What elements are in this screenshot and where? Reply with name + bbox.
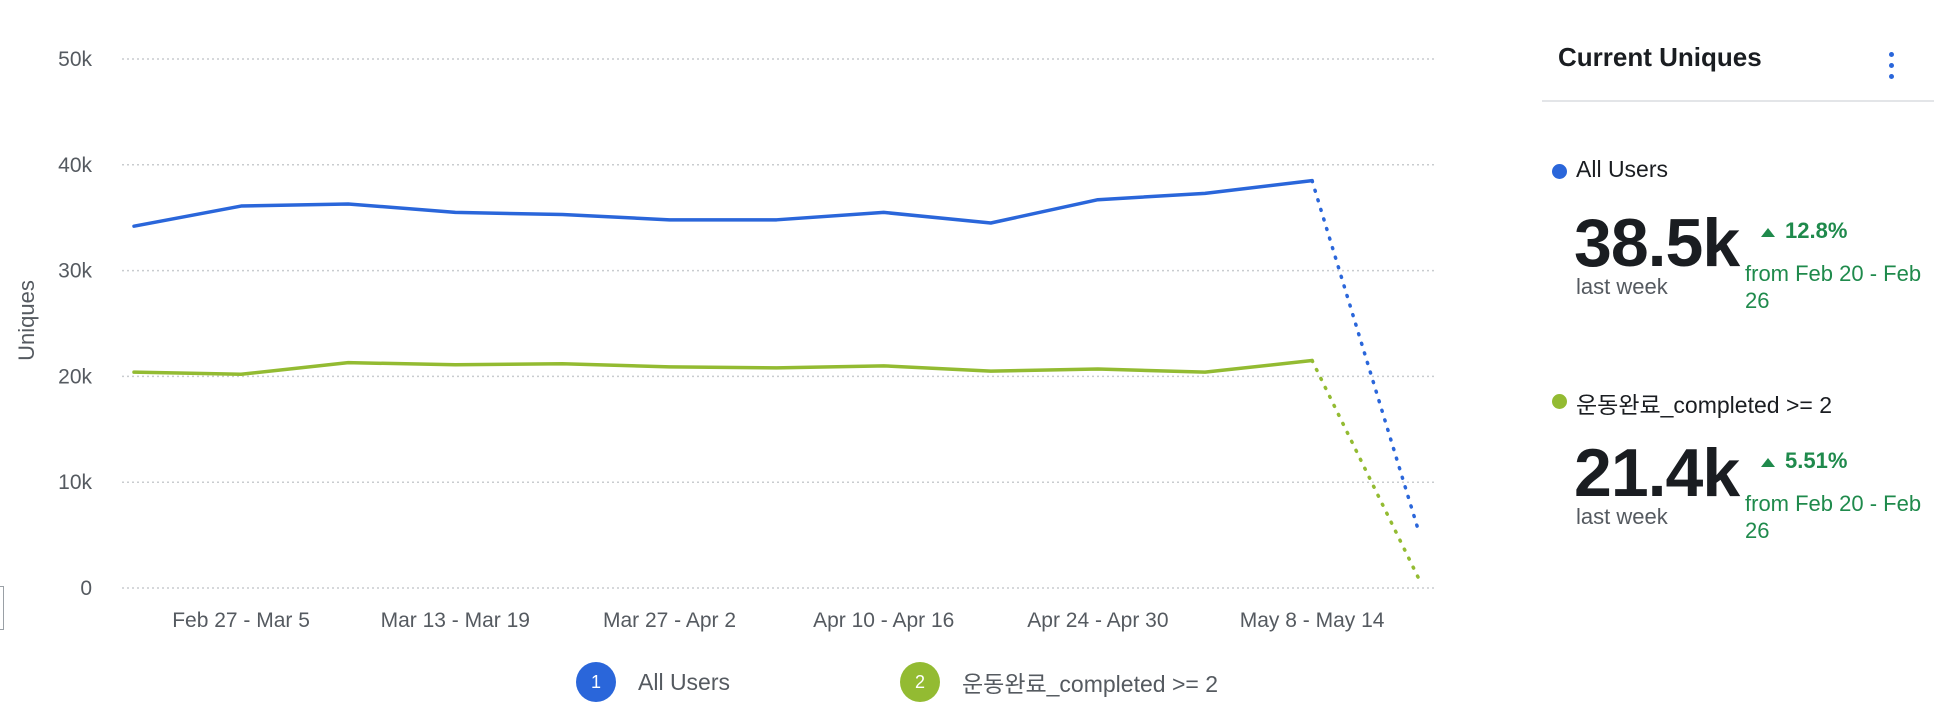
series-line-1 <box>132 178 1314 228</box>
metric-value: 38.5k <box>1574 205 1740 281</box>
x-tick-label: Apr 10 - Apr 16 <box>813 609 954 632</box>
legend-index-badge: 1 <box>576 662 616 702</box>
more-options-icon[interactable] <box>1876 46 1906 86</box>
series-line-2 <box>132 358 1314 377</box>
y-tick-label: 40k <box>58 154 92 177</box>
delta-percent: 5.51% <box>1785 448 1848 473</box>
y-tick-label: 10k <box>58 471 92 494</box>
x-tick-label: Mar 13 - Mar 19 <box>381 609 530 632</box>
x-tick-label: Feb 27 - Mar 5 <box>172 609 310 632</box>
chart-svg: 50k 40k 30k 20k 10k 0 Uniques Feb 27 - Mar 5 Mar… <box>14 48 1434 632</box>
x-tick-label: May 8 - May 14 <box>1240 609 1385 632</box>
metric-completed: 운동완료_completed >= 2 21.4k last week 5.51… <box>1542 382 1934 562</box>
metric-period: last week <box>1576 504 1668 529</box>
metric-all-users: All Users 38.5k last week 12.8% from Feb… <box>1542 152 1934 332</box>
delta-percent: 12.8% <box>1785 218 1848 243</box>
legend-label: All Users <box>638 668 731 695</box>
metric-name: 운동완료_completed >= 2 <box>1576 392 1832 418</box>
panel-header: Current Uniques <box>1542 38 1934 102</box>
x-tick-label: Apr 24 - Apr 30 <box>1027 609 1168 632</box>
up-arrow-icon <box>1761 458 1775 467</box>
chart-legend: 1 All Users 2 운동완료_completed >= 2 <box>0 662 1480 702</box>
x-tick-label: Mar 27 - Apr 2 <box>603 609 736 632</box>
y-axis-title: Uniques <box>14 280 39 361</box>
current-uniques-panel: Current Uniques All Users 38.5k last wee… <box>1542 0 1934 726</box>
y-tick-label: 20k <box>58 365 92 388</box>
legend-item-completed[interactable]: 2 운동완료_completed >= 2 <box>900 662 1218 702</box>
legend-label: 운동완료_completed >= 2 <box>962 671 1218 697</box>
edge-control[interactable] <box>0 586 4 630</box>
legend-item-all-users[interactable]: 1 All Users <box>576 662 730 702</box>
series-incomplete-segment-2 <box>1310 358 1421 582</box>
metric-period: last week <box>1576 274 1668 299</box>
series-incomplete-segment-1 <box>1310 178 1421 535</box>
series-color-dot <box>1552 394 1567 409</box>
delta-comparison: from Feb 20 - Feb 26 <box>1745 261 1922 313</box>
y-tick-label: 0 <box>80 577 92 600</box>
series-color-dot <box>1552 164 1567 179</box>
line-chart: 50k 40k 30k 20k 10k 0 Uniques Feb 27 - Mar 5 Mar… <box>0 48 1480 702</box>
up-arrow-icon <box>1761 228 1775 237</box>
y-tick-label: 30k <box>58 260 92 283</box>
legend-index-badge: 2 <box>900 662 940 702</box>
y-tick-label: 50k <box>58 48 92 71</box>
delta-comparison: from Feb 20 - Feb 26 <box>1745 491 1922 543</box>
metric-value: 21.4k <box>1574 435 1740 511</box>
panel-title: Current Uniques <box>1558 42 1762 72</box>
metric-name: All Users <box>1576 156 1669 182</box>
